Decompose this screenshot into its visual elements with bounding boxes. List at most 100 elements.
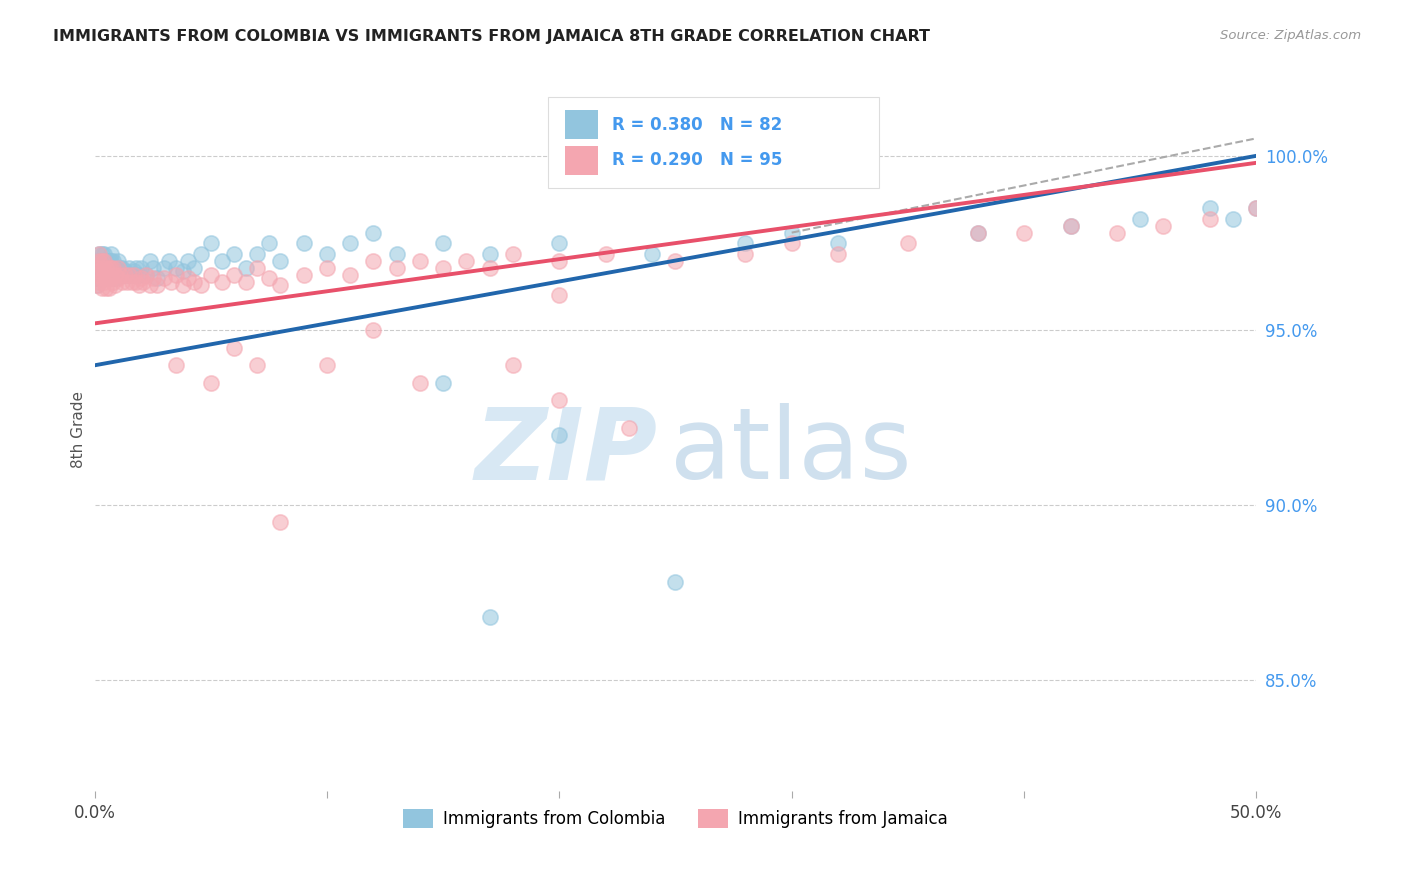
Point: [115, 268, 138, 282]
Point: [104, 278, 127, 293]
Point: [111, 260, 134, 275]
Point: [96, 271, 118, 285]
Point: [114, 264, 136, 278]
Point: [90, 271, 112, 285]
Point: [97, 260, 120, 275]
Point: [339, 236, 361, 251]
Point: [114, 268, 136, 282]
Point: [96, 260, 118, 275]
Point: [153, 271, 176, 285]
Point: [780, 226, 803, 240]
Point: [135, 268, 157, 282]
Point: [1246, 201, 1268, 215]
Point: [96, 253, 118, 268]
Point: [316, 260, 339, 275]
Point: [165, 359, 187, 373]
FancyBboxPatch shape: [565, 146, 598, 175]
Point: [89, 260, 111, 275]
Point: [1222, 211, 1244, 226]
Point: [827, 246, 849, 260]
Point: [97, 253, 120, 268]
Point: [222, 268, 245, 282]
Point: [200, 236, 222, 251]
Point: [93, 260, 115, 275]
Point: [90, 281, 112, 295]
Point: [100, 271, 122, 285]
Point: [363, 226, 385, 240]
Point: [1246, 201, 1268, 215]
Point: [132, 275, 155, 289]
Point: [89, 264, 111, 278]
Point: [128, 268, 150, 282]
Point: [89, 253, 111, 268]
Point: [121, 268, 143, 282]
Point: [172, 264, 194, 278]
Point: [409, 376, 432, 390]
Text: IMMIGRANTS FROM COLOMBIA VS IMMIGRANTS FROM JAMAICA 8TH GRADE CORRELATION CHART: IMMIGRANTS FROM COLOMBIA VS IMMIGRANTS F…: [53, 29, 931, 44]
Text: Source: ZipAtlas.com: Source: ZipAtlas.com: [1220, 29, 1361, 42]
Point: [1059, 219, 1081, 233]
Point: [222, 341, 245, 355]
Point: [142, 260, 165, 275]
Point: [125, 260, 148, 275]
Text: R = 0.380   N = 82: R = 0.380 N = 82: [612, 116, 782, 134]
Point: [100, 253, 122, 268]
Point: [157, 253, 180, 268]
Point: [107, 253, 129, 268]
Point: [432, 236, 454, 251]
Point: [139, 278, 162, 293]
Point: [269, 253, 291, 268]
Point: [89, 275, 111, 289]
Point: [118, 268, 141, 282]
Point: [617, 421, 640, 435]
Point: [176, 271, 198, 285]
Point: [97, 271, 120, 285]
Text: atlas: atlas: [669, 403, 911, 500]
Point: [101, 260, 124, 275]
Point: [211, 275, 233, 289]
Point: [1105, 226, 1128, 240]
Point: [190, 278, 212, 293]
Point: [664, 253, 686, 268]
Point: [101, 264, 124, 278]
Point: [165, 268, 187, 282]
Point: [100, 260, 122, 275]
Point: [93, 264, 115, 278]
Point: [93, 275, 115, 289]
Point: [107, 264, 129, 278]
Point: [160, 275, 183, 289]
Point: [1059, 219, 1081, 233]
Point: [172, 278, 194, 293]
Point: [135, 268, 157, 282]
Point: [292, 268, 315, 282]
Point: [269, 278, 291, 293]
Point: [107, 260, 129, 275]
Point: [128, 278, 150, 293]
Point: [108, 268, 131, 282]
Point: [96, 260, 118, 275]
Point: [86, 260, 108, 275]
Point: [316, 359, 339, 373]
Point: [235, 275, 257, 289]
Point: [90, 271, 112, 285]
Point: [257, 271, 280, 285]
Point: [86, 260, 108, 275]
Point: [93, 253, 115, 268]
Point: [146, 278, 169, 293]
Point: [548, 393, 571, 408]
Point: [165, 260, 187, 275]
Text: ZIP: ZIP: [475, 403, 658, 500]
Point: [385, 260, 408, 275]
Point: [363, 253, 385, 268]
Point: [502, 359, 524, 373]
Point: [292, 236, 315, 251]
Point: [1292, 211, 1315, 226]
Point: [548, 253, 571, 268]
Point: [1012, 226, 1035, 240]
Point: [90, 253, 112, 268]
Point: [363, 323, 385, 337]
Point: [86, 271, 108, 285]
Legend: Immigrants from Colombia, Immigrants from Jamaica: Immigrants from Colombia, Immigrants fro…: [396, 803, 955, 835]
Point: [118, 260, 141, 275]
Point: [1129, 211, 1152, 226]
